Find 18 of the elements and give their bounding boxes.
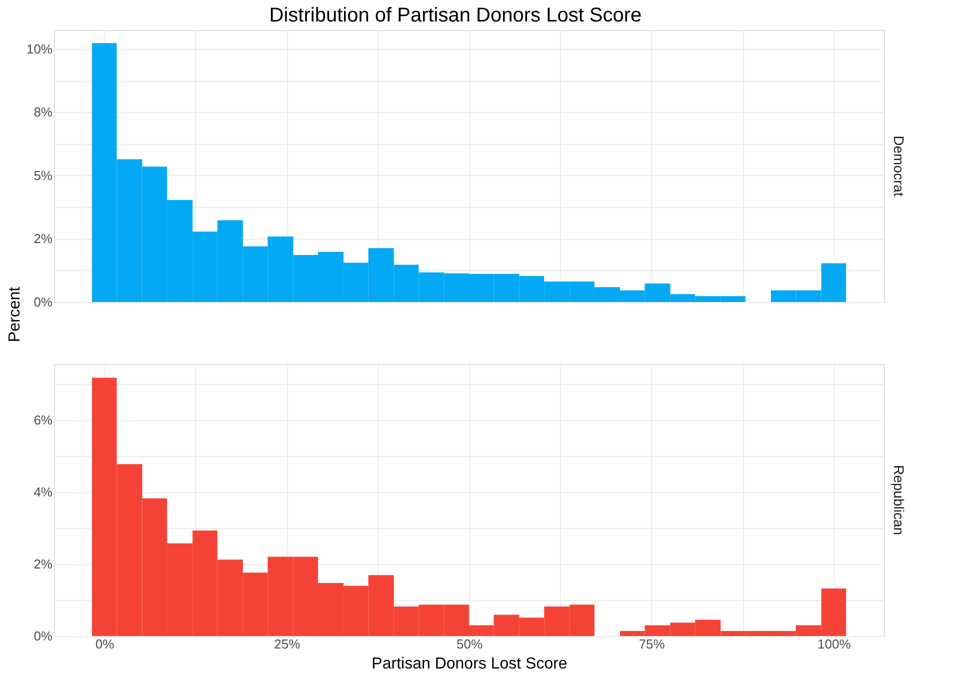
x-tick-label: 25% xyxy=(274,636,301,652)
text: Republican xyxy=(891,464,907,536)
x-tick-label: 100% xyxy=(818,636,852,652)
y-axis-title: Percent xyxy=(6,286,24,342)
y-tick-label: 4% xyxy=(34,484,53,500)
y-tick-label: 2% xyxy=(34,556,53,572)
y-tick-label: 0% xyxy=(34,294,53,310)
chart-title: Distribution of Partisan Donors Lost Score xyxy=(269,4,642,26)
y-tick-label: 6% xyxy=(34,412,53,428)
y-tick-label: 2% xyxy=(34,231,53,246)
x-axis-title: Partisan Donors Lost Score xyxy=(372,656,568,672)
text: Democrat xyxy=(891,136,907,196)
y-tick-label: 10% xyxy=(26,41,53,56)
x-tick-label: 50% xyxy=(456,636,483,652)
y-tick-label: 5% xyxy=(34,168,53,183)
x-tick-label: 0% xyxy=(95,636,115,652)
x-tick-label: 75% xyxy=(638,636,666,652)
y-tick-label: 8% xyxy=(34,104,53,120)
